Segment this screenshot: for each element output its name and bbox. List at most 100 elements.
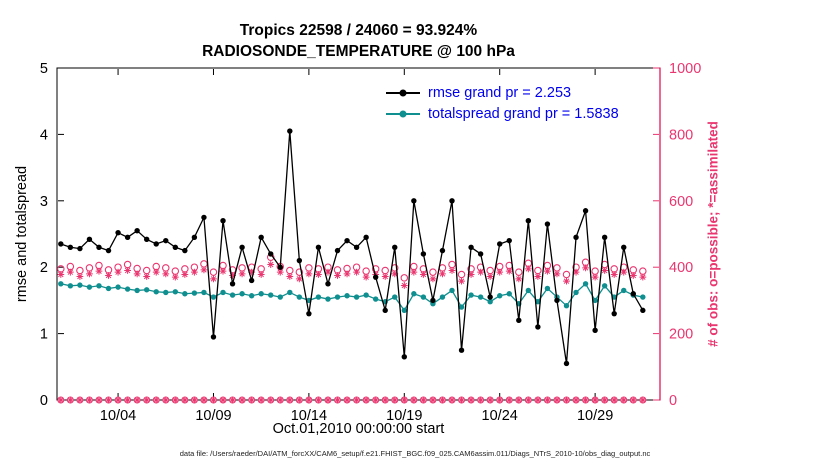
asterisk-marker xyxy=(86,270,93,278)
totalspread-point xyxy=(296,294,303,300)
rmse-point xyxy=(239,244,245,250)
totalspread-point xyxy=(258,291,264,297)
rmse-point xyxy=(325,281,331,287)
asterisk-marker xyxy=(553,270,561,278)
left-tick-label: 5 xyxy=(40,61,48,77)
possible-obs-marker xyxy=(486,266,494,275)
possible-obs-marker xyxy=(410,262,418,271)
asterisk-marker xyxy=(95,267,103,275)
asterisk-marker xyxy=(591,273,599,281)
asterisk-marker xyxy=(76,273,84,280)
asterisk-marker xyxy=(171,273,179,281)
possible-obs-marker xyxy=(123,260,132,269)
rmse-line xyxy=(60,131,644,364)
asterisk-marker xyxy=(181,271,189,278)
asterisk-marker xyxy=(86,396,93,404)
asterisk-marker xyxy=(152,396,160,404)
rmse-point xyxy=(382,307,388,314)
rmse-point xyxy=(497,241,503,247)
rmse-point xyxy=(229,281,236,287)
rmse-point xyxy=(287,128,293,134)
rmse-point xyxy=(115,229,121,236)
asterisk-marker xyxy=(305,396,313,404)
legend-label-rmse: rmse grand pr = 2.253 xyxy=(428,84,572,101)
totalspread-point xyxy=(115,284,121,290)
totalspread-point xyxy=(220,289,226,296)
totalspread-point xyxy=(468,292,474,298)
totalspread-point xyxy=(363,292,369,298)
asterisk-marker xyxy=(324,268,332,276)
rmse-point xyxy=(535,324,541,330)
totalspread-point xyxy=(411,291,417,297)
possible-obs-marker xyxy=(362,267,370,275)
asterisk-marker xyxy=(114,268,122,276)
possible-obs-marker xyxy=(448,260,456,269)
asterisk-marker xyxy=(362,396,370,404)
possible-obs-marker xyxy=(610,265,618,273)
asterisk-marker xyxy=(210,275,217,283)
left-tick-label: 4 xyxy=(40,127,48,143)
rmse-point xyxy=(96,244,102,250)
asterisk-marker xyxy=(496,396,504,404)
totalspread-point xyxy=(582,281,589,287)
asterisk-marker xyxy=(553,396,561,404)
rmse-point xyxy=(411,198,417,204)
asterisk-marker xyxy=(400,282,408,289)
asterisk-marker xyxy=(534,396,542,404)
rmse-point xyxy=(143,236,150,243)
possible-obs-marker xyxy=(400,274,409,282)
rmse-point xyxy=(296,257,303,264)
rmse-point xyxy=(439,247,446,254)
rmse-point xyxy=(182,247,188,254)
asterisk-marker xyxy=(448,396,456,404)
asterisk-marker xyxy=(582,396,589,404)
asterisk-marker xyxy=(248,268,256,276)
asterisk-marker xyxy=(219,267,227,275)
right-tick-label: 0 xyxy=(669,393,677,409)
totalspread-point xyxy=(372,296,379,302)
asterisk-marker xyxy=(400,396,408,404)
asterisk-marker xyxy=(477,396,485,404)
asterisk-marker xyxy=(124,267,132,274)
asterisk-marker xyxy=(305,270,313,278)
possible-obs-marker xyxy=(629,266,638,274)
legend-item-totalspread: totalspread grand pr = 1.5838 xyxy=(386,103,619,124)
asterisk-marker xyxy=(353,268,360,276)
asterisk-marker xyxy=(114,396,122,404)
asterisk-marker xyxy=(66,396,74,404)
asterisk-marker xyxy=(353,396,360,404)
asterisk-marker xyxy=(410,396,418,404)
asterisk-marker xyxy=(105,272,112,279)
asterisk-marker xyxy=(629,396,637,404)
rmse-point xyxy=(248,277,255,284)
possible-obs-marker xyxy=(295,268,304,276)
possible-obs-marker xyxy=(495,262,504,271)
totalspread-point xyxy=(344,293,350,299)
rmse-point xyxy=(124,234,131,241)
left-tick-label: 3 xyxy=(40,194,48,210)
asterisk-marker xyxy=(267,396,275,404)
possible-obs-marker xyxy=(429,268,437,276)
legend: rmse grand pr = 2.253 totalspread grand … xyxy=(386,82,619,124)
asterisk-marker xyxy=(133,396,141,404)
rmse-point xyxy=(640,307,646,314)
asterisk-marker xyxy=(315,271,322,278)
totalspread-point xyxy=(287,289,293,296)
rmse-point xyxy=(315,244,322,250)
possible-obs-marker xyxy=(219,261,227,270)
asterisk-marker xyxy=(286,273,294,280)
possible-obs-marker xyxy=(553,264,561,272)
totalspread-point xyxy=(325,296,331,302)
asterisk-marker xyxy=(439,270,446,278)
asterisk-marker xyxy=(381,396,389,404)
asterisk-marker xyxy=(381,273,389,280)
totalspread-point xyxy=(58,281,64,287)
asterisk-marker xyxy=(563,277,570,285)
asterisk-marker xyxy=(458,277,465,285)
asterisk-marker xyxy=(248,396,256,404)
possible-obs-marker xyxy=(591,267,599,275)
totalspread-point xyxy=(592,297,598,304)
totalspread-point xyxy=(544,285,551,292)
rmse-point xyxy=(449,198,455,204)
possible-obs-marker xyxy=(95,261,103,270)
